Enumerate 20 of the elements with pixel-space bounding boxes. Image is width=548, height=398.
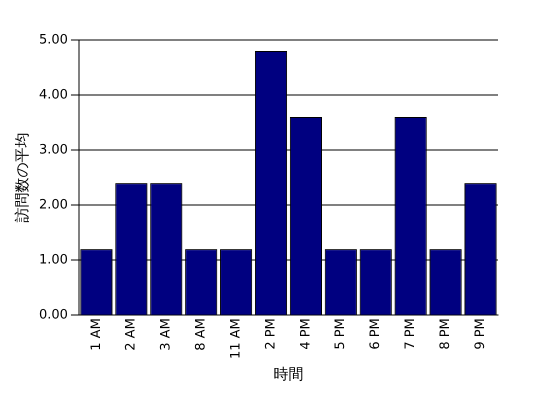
x-axis-title: 時間: [273, 364, 304, 383]
x-tick-label: 7 PM: [403, 318, 418, 350]
x-tick-label: 3 AM: [158, 318, 174, 351]
x-tick-label: 8 AM: [194, 318, 209, 351]
y-tick-label: 2.00: [38, 198, 68, 213]
x-tick-label: 6 PM: [368, 318, 384, 350]
x-tick-label: 9 PM: [472, 318, 488, 350]
y-tick-label: 3.00: [38, 142, 68, 158]
x-tick-label: 8 PM: [438, 318, 453, 350]
x-tick-label: 2 PM: [263, 318, 278, 350]
y-tick-label: 4.00: [38, 87, 68, 102]
y-tick-label: 5.00: [38, 32, 68, 48]
x-tick-label: 11 AM: [228, 318, 244, 360]
x-tick-label: 4 PM: [298, 318, 314, 350]
x-tick-label: 2 AM: [124, 318, 139, 351]
x-tick-label: 1 AM: [88, 318, 104, 351]
x-tick-label: 5 PM: [333, 318, 348, 350]
y-tick-label: 0.00: [38, 308, 68, 323]
y-axis-title: 訪問数の平均: [12, 132, 31, 223]
y-tick-label: 1.00: [38, 252, 68, 268]
